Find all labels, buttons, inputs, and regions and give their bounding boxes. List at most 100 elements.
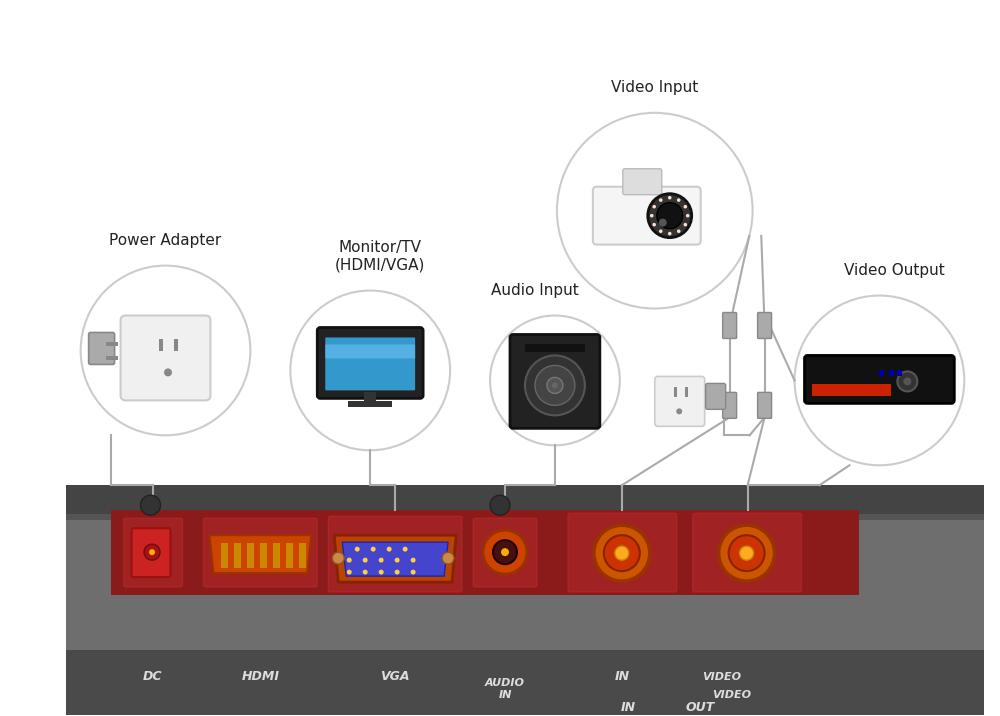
Circle shape bbox=[371, 546, 376, 551]
FancyBboxPatch shape bbox=[706, 383, 726, 410]
Bar bbox=[111, 511, 859, 595]
Bar bbox=[221, 543, 228, 568]
Circle shape bbox=[676, 408, 682, 415]
Circle shape bbox=[684, 205, 687, 208]
Circle shape bbox=[659, 198, 663, 202]
Bar bbox=[66, 650, 984, 715]
FancyBboxPatch shape bbox=[812, 384, 891, 397]
FancyBboxPatch shape bbox=[623, 169, 662, 195]
FancyBboxPatch shape bbox=[758, 392, 772, 418]
FancyBboxPatch shape bbox=[593, 187, 701, 245]
Circle shape bbox=[411, 570, 416, 575]
Polygon shape bbox=[342, 542, 448, 576]
Polygon shape bbox=[334, 535, 456, 582]
Text: Video Output: Video Output bbox=[844, 263, 945, 278]
Circle shape bbox=[668, 196, 672, 200]
Circle shape bbox=[379, 558, 384, 563]
Circle shape bbox=[501, 548, 509, 556]
Circle shape bbox=[347, 570, 352, 575]
Circle shape bbox=[411, 558, 416, 563]
Bar bbox=[247, 543, 254, 568]
FancyBboxPatch shape bbox=[89, 332, 115, 364]
Circle shape bbox=[490, 495, 510, 516]
FancyBboxPatch shape bbox=[325, 337, 415, 390]
Circle shape bbox=[552, 382, 558, 388]
Text: Audio Input: Audio Input bbox=[491, 283, 579, 298]
Text: Power Adapter: Power Adapter bbox=[109, 233, 222, 248]
Circle shape bbox=[403, 546, 408, 551]
Circle shape bbox=[903, 377, 911, 385]
Circle shape bbox=[363, 570, 368, 575]
Text: Video Input: Video Input bbox=[611, 80, 698, 95]
Circle shape bbox=[493, 540, 517, 564]
Circle shape bbox=[659, 218, 667, 227]
Circle shape bbox=[650, 214, 654, 218]
FancyBboxPatch shape bbox=[758, 312, 772, 339]
FancyBboxPatch shape bbox=[568, 513, 677, 592]
Bar bbox=[174, 339, 178, 352]
FancyBboxPatch shape bbox=[317, 327, 423, 398]
Bar bbox=[348, 402, 392, 407]
Circle shape bbox=[355, 546, 360, 551]
Circle shape bbox=[648, 194, 692, 238]
Bar bbox=[159, 339, 163, 352]
Circle shape bbox=[387, 546, 392, 551]
Text: IN: IN bbox=[614, 670, 629, 684]
FancyBboxPatch shape bbox=[124, 518, 182, 587]
Circle shape bbox=[729, 535, 765, 571]
Circle shape bbox=[684, 223, 687, 226]
Bar bbox=[66, 514, 984, 521]
Circle shape bbox=[149, 549, 155, 555]
Circle shape bbox=[594, 525, 650, 581]
Circle shape bbox=[379, 570, 384, 575]
Bar bbox=[273, 543, 280, 568]
Bar bbox=[674, 387, 677, 397]
Bar bbox=[106, 342, 118, 347]
FancyBboxPatch shape bbox=[805, 355, 954, 403]
Text: OUT: OUT bbox=[685, 702, 714, 715]
Text: VGA: VGA bbox=[380, 670, 410, 684]
Circle shape bbox=[547, 377, 563, 393]
Text: VIDEO: VIDEO bbox=[702, 672, 741, 682]
Circle shape bbox=[677, 229, 681, 233]
Bar bbox=[364, 392, 376, 402]
Bar bbox=[879, 370, 884, 377]
Circle shape bbox=[395, 570, 400, 575]
Bar bbox=[66, 485, 984, 715]
Circle shape bbox=[332, 552, 344, 564]
Circle shape bbox=[740, 546, 754, 560]
Circle shape bbox=[719, 525, 775, 581]
Text: VIDEO: VIDEO bbox=[712, 690, 751, 700]
Bar bbox=[286, 543, 293, 568]
Bar bbox=[106, 357, 118, 360]
Circle shape bbox=[604, 535, 640, 571]
Bar bbox=[299, 543, 306, 568]
FancyBboxPatch shape bbox=[723, 392, 737, 418]
Bar bbox=[889, 370, 894, 377]
Text: IN: IN bbox=[498, 690, 512, 700]
Circle shape bbox=[144, 544, 160, 560]
Circle shape bbox=[164, 369, 172, 377]
Text: HDMI: HDMI bbox=[241, 670, 279, 684]
Text: AUDIO: AUDIO bbox=[485, 678, 525, 688]
FancyBboxPatch shape bbox=[510, 334, 600, 428]
Text: IN: IN bbox=[620, 702, 635, 715]
FancyBboxPatch shape bbox=[693, 513, 802, 592]
Circle shape bbox=[686, 214, 690, 218]
FancyBboxPatch shape bbox=[132, 528, 171, 577]
Bar bbox=[685, 387, 688, 397]
Circle shape bbox=[347, 558, 352, 563]
Circle shape bbox=[652, 223, 656, 226]
Circle shape bbox=[677, 198, 681, 202]
Circle shape bbox=[395, 558, 400, 563]
FancyBboxPatch shape bbox=[655, 377, 705, 426]
Polygon shape bbox=[209, 535, 311, 573]
Circle shape bbox=[442, 552, 454, 564]
Circle shape bbox=[483, 530, 527, 574]
FancyBboxPatch shape bbox=[723, 312, 737, 339]
Circle shape bbox=[668, 232, 672, 236]
Circle shape bbox=[141, 495, 161, 516]
FancyBboxPatch shape bbox=[203, 518, 317, 587]
Circle shape bbox=[363, 558, 368, 563]
Bar bbox=[525, 344, 585, 352]
